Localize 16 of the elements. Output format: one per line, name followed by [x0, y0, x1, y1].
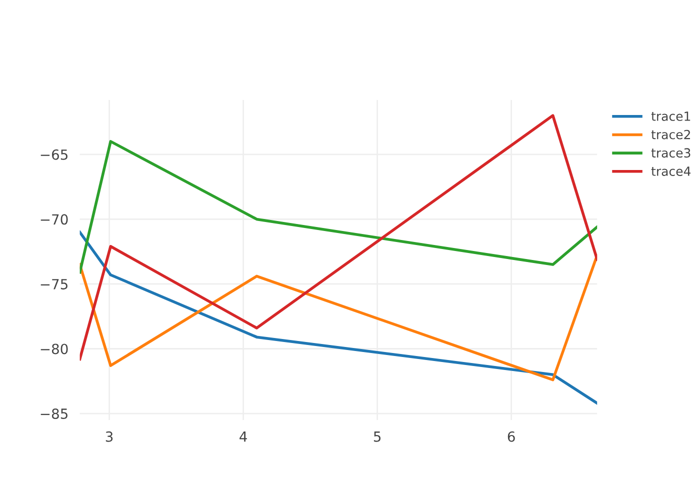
- x-tick-label: 5: [374, 432, 381, 442]
- legend-label: trace3: [651, 148, 690, 158]
- line-series: [80, 230, 598, 405]
- line-series: [80, 140, 598, 274]
- y-tick-label: −80: [40, 344, 68, 354]
- x-tick-label: 3: [106, 431, 113, 442]
- x-tick-label: 6: [508, 431, 515, 442]
- x-tick-label: 4: [240, 432, 247, 442]
- y-tick-label: −85: [40, 408, 68, 419]
- y-tick-label: −65: [40, 149, 68, 160]
- y-tick-label: −75: [40, 279, 68, 290]
- line-series: [80, 114, 598, 360]
- legend-label: trace4: [651, 166, 691, 176]
- legend-label: trace2: [651, 130, 690, 140]
- y-tick-label: −70: [40, 214, 68, 225]
- legend-label: trace1: [651, 112, 690, 121]
